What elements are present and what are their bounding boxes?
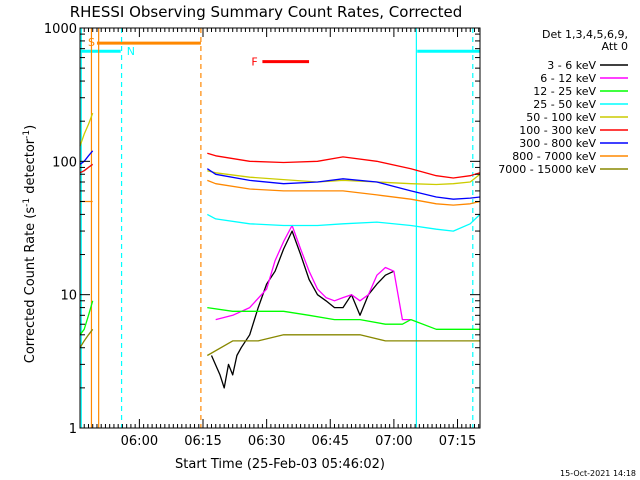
legend-label: 50 - 100 keV bbox=[526, 111, 596, 124]
legend-label: 100 - 300 keV bbox=[519, 124, 596, 137]
series-line-6 bbox=[79, 152, 481, 179]
y-axis-label-end: ) bbox=[23, 125, 38, 130]
x-tick-label: 06:15 bbox=[184, 434, 221, 449]
x-axis-label: Start Time (25-Feb-03 05:46:02) bbox=[175, 457, 385, 472]
y-axis-label: Corrected Count Rate (s-1 detector-1) bbox=[22, 125, 38, 363]
legend-label: 300 - 800 keV bbox=[519, 137, 596, 150]
y-axis-label-sup2: -1 bbox=[22, 130, 32, 139]
y-tick-label: 1 bbox=[69, 422, 77, 437]
y-axis: 1 10 100 1000 bbox=[44, 22, 480, 437]
legend-label: 3 - 6 keV bbox=[547, 59, 596, 72]
annotation-layer: SNF bbox=[80, 36, 480, 69]
y-tick-label: 1000 bbox=[44, 22, 77, 37]
series-line-1 bbox=[210, 230, 395, 389]
legend-label: 12 - 25 keV bbox=[533, 85, 596, 98]
plot-frame bbox=[79, 27, 481, 429]
timestamp: 15-Oct-2021 14:18 bbox=[560, 469, 636, 478]
x-tick-label: 07:15 bbox=[439, 434, 476, 449]
legend-header-1: Det 1,3,4,5,6,9, bbox=[542, 28, 628, 41]
series-line-3 bbox=[79, 300, 480, 336]
x-tick-label: 06:00 bbox=[121, 434, 158, 449]
y-axis-label-mid: detector bbox=[23, 138, 38, 198]
series-line-4 bbox=[79, 163, 481, 232]
x-axis: 06:00 06:15 06:30 06:45 07:00 07:15 bbox=[79, 28, 480, 449]
y-tick-label: 10 bbox=[60, 289, 77, 304]
series-line-5 bbox=[79, 112, 481, 186]
x-tick-label: 06:30 bbox=[248, 434, 285, 449]
legend-header-2: Att 0 bbox=[602, 40, 628, 53]
legend-label: 6 - 12 keV bbox=[540, 72, 596, 85]
y-tick-label: 100 bbox=[52, 155, 77, 170]
series-line-7 bbox=[79, 150, 481, 200]
flare-label: F bbox=[251, 56, 257, 69]
vertical-line-layer bbox=[80, 28, 474, 428]
x-tick-label: 07:00 bbox=[375, 434, 412, 449]
x-tick-label: 06:45 bbox=[312, 434, 349, 449]
series-line-9 bbox=[79, 328, 480, 357]
legend-label: 7000 - 15000 keV bbox=[498, 163, 596, 176]
y-axis-label-sup1: -1 bbox=[22, 198, 32, 207]
series-layer bbox=[79, 112, 481, 389]
night-label: N bbox=[127, 45, 135, 58]
y-axis-label-main: Corrected Count Rate (s bbox=[23, 207, 38, 364]
legend-label: 800 - 7000 keV bbox=[512, 150, 596, 163]
legend-label: 25 - 50 keV bbox=[533, 98, 596, 111]
series-line-2 bbox=[215, 224, 411, 321]
chart-title: RHESSI Observing Summary Count Rates, Co… bbox=[70, 3, 463, 21]
